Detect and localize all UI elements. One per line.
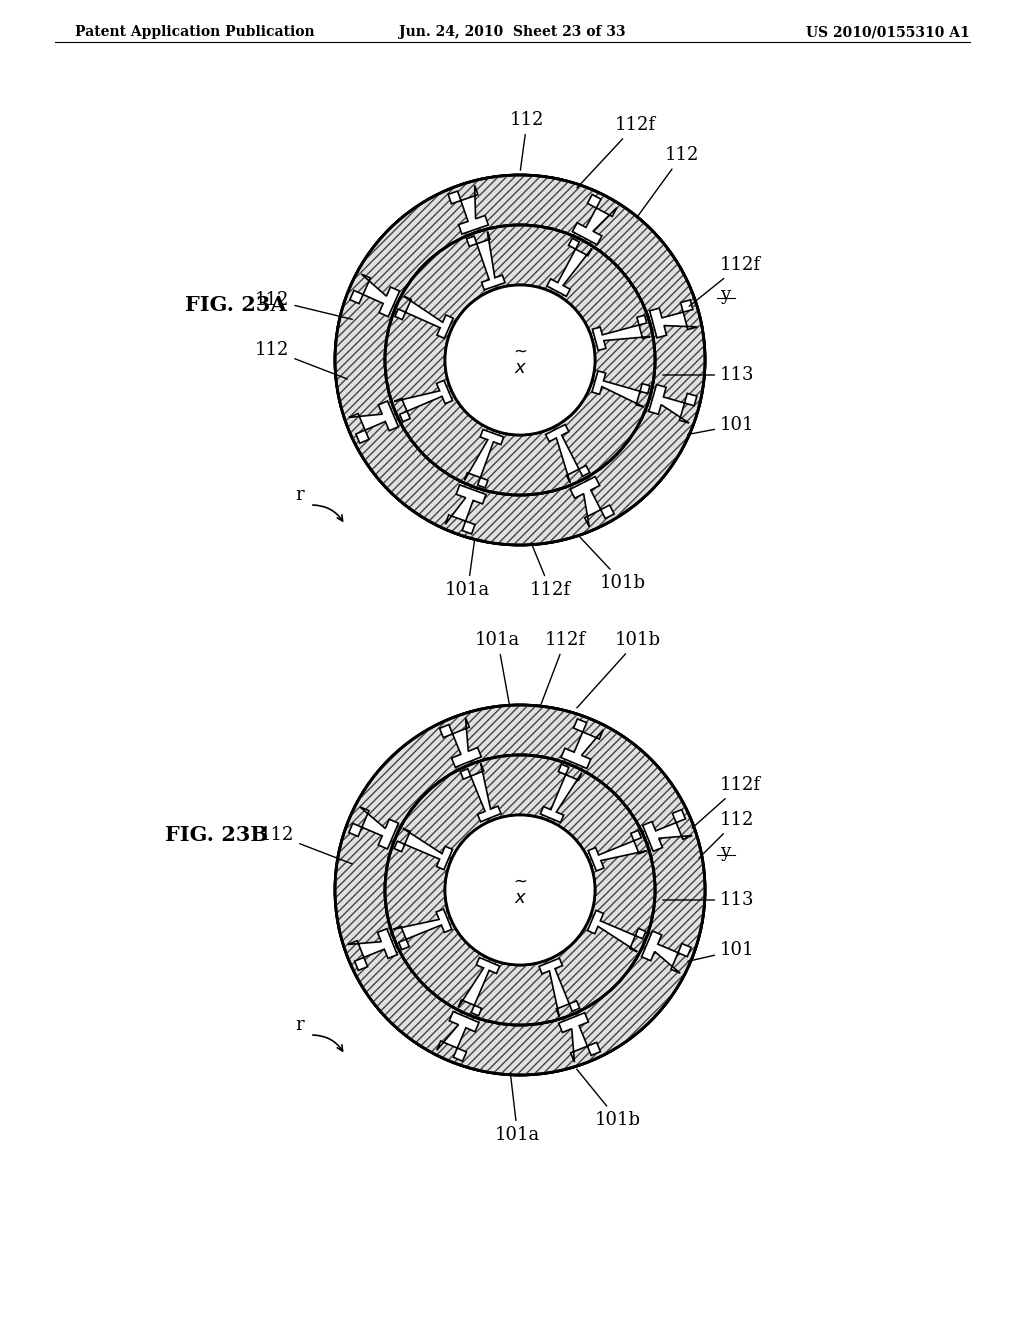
Text: r: r — [295, 1016, 304, 1034]
Circle shape — [335, 705, 705, 1074]
Circle shape — [445, 285, 595, 436]
Polygon shape — [559, 1012, 600, 1063]
Polygon shape — [449, 185, 488, 234]
Circle shape — [385, 224, 655, 495]
Polygon shape — [546, 425, 590, 483]
Text: 101a: 101a — [495, 1073, 541, 1144]
Polygon shape — [394, 828, 453, 870]
Circle shape — [385, 224, 655, 495]
Text: US 2010/0155310 A1: US 2010/0155310 A1 — [806, 25, 970, 40]
Circle shape — [335, 176, 705, 545]
Polygon shape — [570, 477, 614, 527]
Polygon shape — [588, 830, 646, 871]
Text: 112: 112 — [260, 826, 352, 865]
Text: 112: 112 — [699, 810, 755, 858]
Polygon shape — [349, 401, 398, 444]
Polygon shape — [593, 315, 650, 350]
Polygon shape — [649, 300, 697, 338]
Polygon shape — [394, 380, 453, 421]
Text: ~: ~ — [513, 873, 527, 891]
Text: FIG. 23B: FIG. 23B — [165, 825, 268, 845]
Text: 112: 112 — [255, 341, 347, 379]
Text: ~: ~ — [513, 343, 527, 360]
Circle shape — [385, 755, 655, 1026]
Polygon shape — [588, 911, 646, 952]
Polygon shape — [459, 957, 500, 1016]
Text: 112: 112 — [510, 111, 545, 170]
Polygon shape — [348, 929, 397, 970]
Text: 112: 112 — [637, 147, 699, 218]
Text: 112f: 112f — [577, 116, 656, 187]
Text: Jun. 24, 2010  Sheet 23 of 33: Jun. 24, 2010 Sheet 23 of 33 — [398, 25, 626, 40]
Text: 112f: 112f — [530, 543, 571, 599]
Text: 101: 101 — [688, 941, 755, 961]
Polygon shape — [461, 763, 501, 822]
Text: FIG. 23A: FIG. 23A — [185, 294, 287, 315]
Polygon shape — [561, 719, 603, 768]
Circle shape — [445, 814, 595, 965]
Polygon shape — [395, 296, 454, 338]
Polygon shape — [349, 807, 398, 849]
Text: y: y — [720, 843, 730, 861]
Polygon shape — [592, 371, 650, 407]
Circle shape — [445, 285, 595, 436]
Text: 101b: 101b — [577, 1069, 641, 1129]
Polygon shape — [437, 1011, 479, 1061]
Text: 101a: 101a — [475, 631, 520, 705]
Polygon shape — [393, 909, 452, 949]
Text: x: x — [515, 359, 525, 378]
Text: 113: 113 — [663, 891, 755, 909]
Text: r: r — [295, 486, 304, 504]
Text: 112f: 112f — [692, 776, 761, 828]
Circle shape — [335, 705, 705, 1074]
Text: Patent Application Publication: Patent Application Publication — [75, 25, 314, 40]
Polygon shape — [350, 275, 399, 317]
Text: 101a: 101a — [445, 540, 490, 599]
Text: 112f: 112f — [541, 631, 586, 705]
Text: 112f: 112f — [689, 256, 761, 306]
Polygon shape — [643, 809, 692, 851]
Text: 101b: 101b — [580, 537, 646, 591]
Polygon shape — [642, 931, 691, 973]
Polygon shape — [547, 239, 592, 296]
Text: 101: 101 — [688, 416, 755, 434]
Circle shape — [445, 814, 595, 965]
Polygon shape — [445, 484, 486, 533]
Text: y: y — [720, 286, 730, 304]
Polygon shape — [439, 718, 481, 767]
Text: 101b: 101b — [577, 631, 662, 708]
Circle shape — [335, 176, 705, 545]
Text: 113: 113 — [663, 366, 755, 384]
Text: x: x — [515, 888, 525, 907]
Text: 112: 112 — [255, 290, 352, 319]
Circle shape — [385, 755, 655, 1026]
Polygon shape — [541, 764, 582, 822]
Polygon shape — [539, 958, 580, 1016]
Polygon shape — [649, 384, 697, 424]
Polygon shape — [465, 429, 504, 488]
Polygon shape — [467, 231, 505, 290]
Polygon shape — [572, 194, 616, 244]
